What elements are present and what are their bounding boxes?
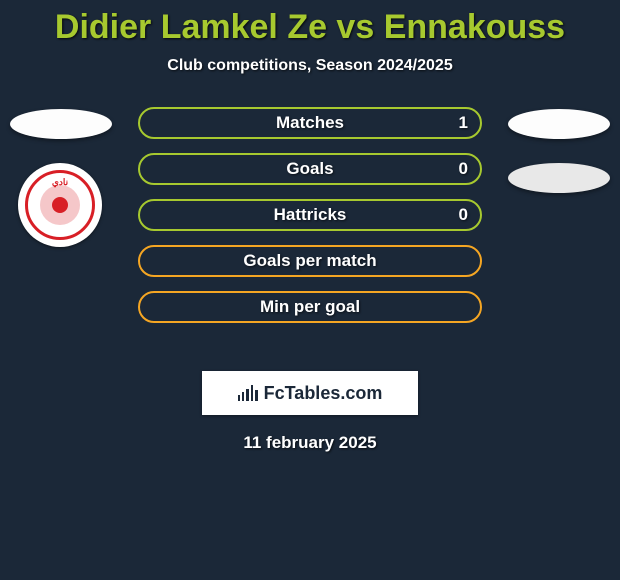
stat-label: Hattricks [274,205,347,225]
stat-value-right: 0 [459,159,468,179]
player-right-avatar [508,109,610,139]
player-right-avatar-secondary [508,163,610,193]
stat-bar-list: Matches 1 Goals 0 Hattricks 0 Goals per … [138,107,482,323]
stat-bar-goals: Goals 0 [138,153,482,185]
watermark-badge: FcTables.com [202,371,418,415]
stat-label: Min per goal [260,297,360,317]
stat-label: Goals [286,159,333,179]
club-badge-left: نادي [18,163,102,247]
stat-value-right: 0 [459,205,468,225]
watermark-text: FcTables.com [264,383,383,404]
club-badge-label: نادي [28,173,92,237]
bar-chart-icon [238,385,258,401]
player-left-avatar [10,109,112,139]
stat-value-right: 1 [459,113,468,133]
comparison-stage: نادي Matches 1 Goals 0 Hattricks 0 Goals… [0,103,620,363]
stat-bar-matches: Matches 1 [138,107,482,139]
stat-bar-goals-per-match: Goals per match [138,245,482,277]
season-subtitle: Club competitions, Season 2024/2025 [0,57,620,75]
stat-label: Goals per match [243,251,376,271]
stat-label: Matches [276,113,344,133]
stat-bar-hattricks: Hattricks 0 [138,199,482,231]
stat-bar-min-per-goal: Min per goal [138,291,482,323]
comparison-title: Didier Lamkel Ze vs Ennakouss [0,0,620,47]
comparison-date: 11 february 2025 [0,433,620,453]
